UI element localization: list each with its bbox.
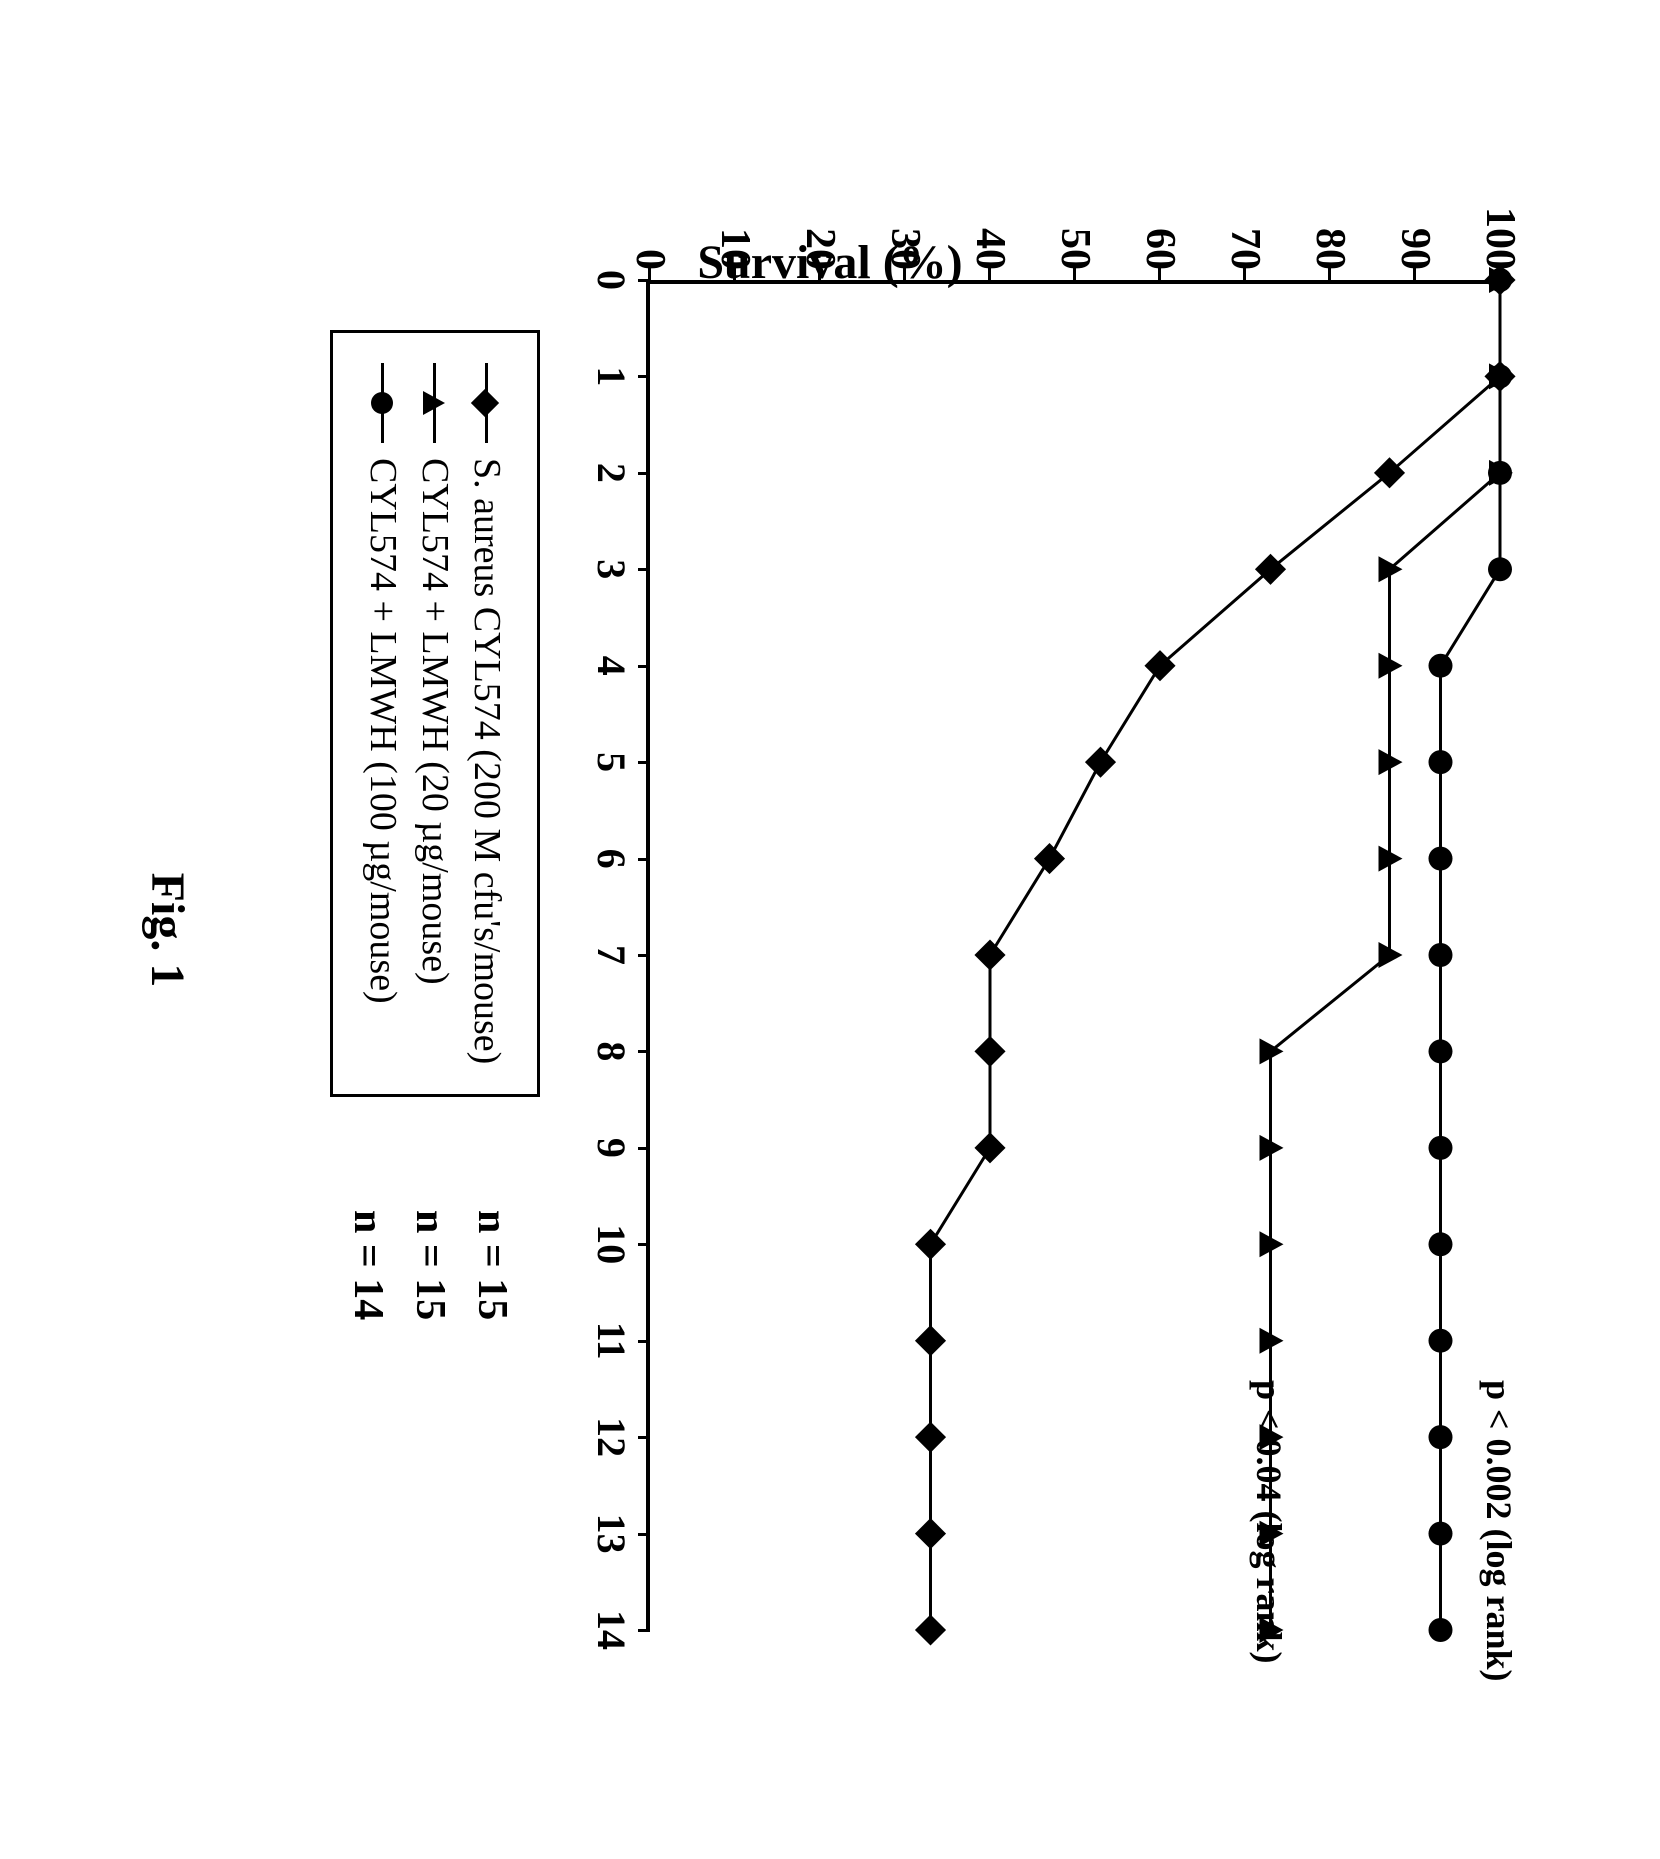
x-tick-label: 0 bbox=[588, 270, 635, 290]
figure-caption: Fig. 1 bbox=[140, 872, 195, 987]
y-tick-label: 100 bbox=[1476, 207, 1524, 270]
n-label-2: n = 15 bbox=[406, 1210, 454, 1320]
x-tick-label: 11 bbox=[588, 1321, 635, 1359]
y-tick-mark bbox=[1413, 268, 1416, 280]
circle-icon bbox=[371, 392, 393, 414]
legend-item-1: S. aureus CYL574 (200 M cfu's/mouse) bbox=[465, 363, 509, 1064]
circle-marker bbox=[1429, 1135, 1453, 1159]
x-tick-mark bbox=[638, 664, 650, 667]
x-tick-label: 12 bbox=[588, 1417, 635, 1457]
n-labels: n = 15 n = 15 n = 14 bbox=[330, 1210, 530, 1320]
x-tick-label: 9 bbox=[588, 1137, 635, 1157]
diamond-marker bbox=[974, 1132, 1005, 1163]
diamond-marker bbox=[915, 1325, 946, 1356]
y-tick-label: 50 bbox=[1051, 228, 1099, 270]
diamond-marker bbox=[1085, 746, 1116, 777]
diamond-marker bbox=[915, 1421, 946, 1452]
x-tick-mark bbox=[638, 1629, 650, 1632]
n-label-1: n = 15 bbox=[468, 1210, 516, 1320]
legend-label-1: S. aureus CYL574 (200 M cfu's/mouse) bbox=[465, 458, 509, 1064]
p-value-2: p < 0.04 (log rank) bbox=[1248, 1380, 1290, 1664]
x-tick-label: 7 bbox=[588, 945, 635, 965]
y-tick-label: 40 bbox=[966, 228, 1014, 270]
legend-label-2: CYL574 + LMWH (20 µg/mouse) bbox=[413, 458, 457, 985]
x-tick-mark bbox=[638, 954, 650, 957]
x-tick-label: 1 bbox=[588, 366, 635, 386]
circle-marker bbox=[1429, 1039, 1453, 1063]
x-tick-mark bbox=[638, 568, 650, 571]
chart-area: Survival (%) Days 0102030405060708090100… bbox=[80, 80, 1580, 1780]
x-tick-mark bbox=[638, 471, 650, 474]
diamond-marker bbox=[1034, 843, 1065, 874]
y-tick-mark bbox=[1158, 268, 1161, 280]
x-tick-mark bbox=[638, 1050, 650, 1053]
x-tick-label: 13 bbox=[588, 1513, 635, 1553]
y-tick-label: 0 bbox=[626, 249, 674, 270]
y-tick-mark bbox=[1328, 268, 1331, 280]
x-tick-mark bbox=[638, 1436, 650, 1439]
x-tick-mark bbox=[638, 1339, 650, 1342]
p-value-1: p < 0.002 (log rank) bbox=[1478, 1380, 1520, 1682]
circle-marker bbox=[1429, 1618, 1453, 1642]
circle-marker bbox=[1429, 750, 1453, 774]
diamond-icon bbox=[471, 388, 499, 416]
x-tick-label: 8 bbox=[588, 1041, 635, 1061]
y-tick-label: 80 bbox=[1306, 228, 1354, 270]
diamond-marker bbox=[915, 1614, 946, 1645]
chart-svg bbox=[650, 280, 1500, 1630]
legend-box: S. aureus CYL574 (200 M cfu's/mouse) CYL… bbox=[330, 330, 540, 1097]
x-tick-label: 14 bbox=[588, 1610, 635, 1650]
circle-marker bbox=[1429, 1425, 1453, 1449]
diamond-marker bbox=[915, 1228, 946, 1259]
y-tick-label: 30 bbox=[881, 228, 929, 270]
x-tick-mark bbox=[638, 761, 650, 764]
circle-marker bbox=[1429, 1521, 1453, 1545]
y-tick-mark bbox=[818, 268, 821, 280]
circle-marker bbox=[1429, 1328, 1453, 1352]
x-tick-mark bbox=[638, 1532, 650, 1535]
legend-item-2: CYL574 + LMWH (20 µg/mouse) bbox=[413, 363, 457, 1064]
circle-marker bbox=[1429, 943, 1453, 967]
y-tick-label: 10 bbox=[711, 228, 759, 270]
x-tick-mark bbox=[638, 857, 650, 860]
circle-marker bbox=[1429, 1232, 1453, 1256]
diamond-marker bbox=[915, 1518, 946, 1549]
y-tick-label: 60 bbox=[1136, 228, 1184, 270]
y-tick-label: 70 bbox=[1221, 228, 1269, 270]
diamond-marker bbox=[974, 1035, 1005, 1066]
y-tick-mark bbox=[733, 268, 736, 280]
n-label-3: n = 14 bbox=[344, 1210, 392, 1320]
y-tick-label: 20 bbox=[796, 228, 844, 270]
circle-marker bbox=[1488, 557, 1512, 581]
y-tick-mark bbox=[1073, 268, 1076, 280]
y-tick-mark bbox=[988, 268, 991, 280]
x-tick-mark bbox=[638, 1146, 650, 1149]
x-tick-label: 6 bbox=[588, 848, 635, 868]
legend-label-3: CYL574 + LMWH (100 µg/mouse) bbox=[361, 458, 405, 1004]
y-tick-mark bbox=[903, 268, 906, 280]
x-tick-label: 10 bbox=[588, 1224, 635, 1264]
x-tick-mark bbox=[638, 279, 650, 282]
circle-marker bbox=[1429, 846, 1453, 870]
legend-item-3: CYL574 + LMWH (100 µg/mouse) bbox=[361, 363, 405, 1064]
y-tick-mark bbox=[1243, 268, 1246, 280]
x-tick-label: 4 bbox=[588, 655, 635, 675]
x-tick-label: 5 bbox=[588, 752, 635, 772]
triangle-icon bbox=[423, 391, 445, 415]
circle-marker bbox=[1429, 653, 1453, 677]
x-tick-label: 2 bbox=[588, 462, 635, 482]
figure-container: Survival (%) Days 0102030405060708090100… bbox=[0, 0, 1660, 1859]
y-tick-label: 90 bbox=[1391, 228, 1439, 270]
diamond-marker bbox=[974, 939, 1005, 970]
y-tick-mark bbox=[648, 268, 651, 280]
series-line bbox=[931, 280, 1501, 1630]
x-tick-mark bbox=[638, 1243, 650, 1246]
x-tick-mark bbox=[638, 375, 650, 378]
x-tick-label: 3 bbox=[588, 559, 635, 579]
